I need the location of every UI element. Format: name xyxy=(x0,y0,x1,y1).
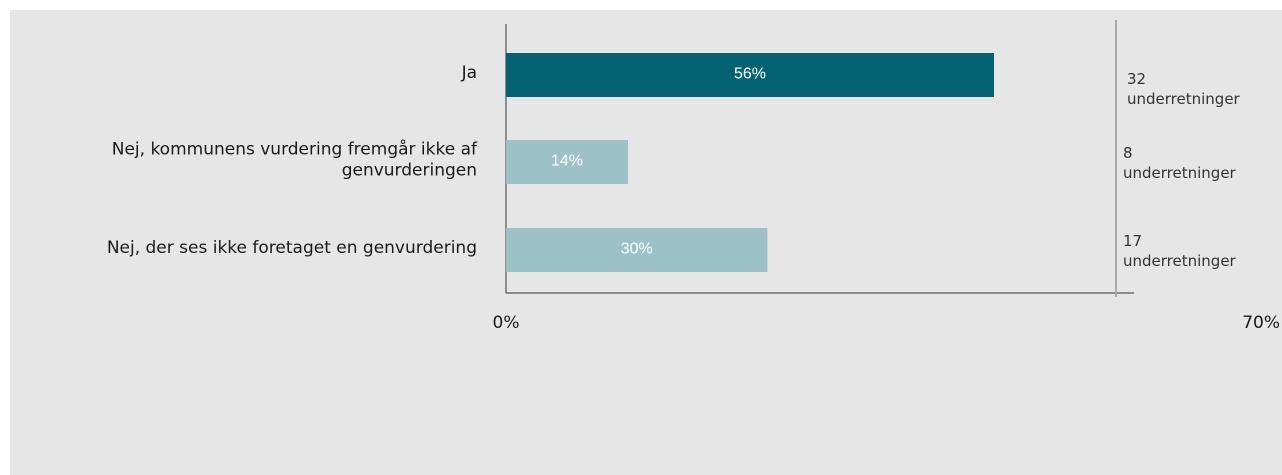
count-label: 8 xyxy=(1123,144,1133,162)
bar xyxy=(506,53,994,97)
count-label: underretninger xyxy=(1123,164,1237,182)
category-label: Nej, der ses ikke foretaget en genvurder… xyxy=(107,238,477,258)
count-label: underretninger xyxy=(1123,252,1237,270)
bar xyxy=(506,140,628,184)
category-label: Nej, kommunens vurdering fremgår ikke af xyxy=(112,139,478,160)
count-label: underretninger xyxy=(1127,90,1241,108)
bar-chart: 56% Ja 32 underretninger 14% Nej, kommunens v… xyxy=(107,20,1280,333)
bar-value-label: 14% xyxy=(551,153,583,170)
x-tick-label: 70% xyxy=(1242,313,1280,333)
bar xyxy=(506,228,768,272)
chart-panel: 56% Ja 32 underretninger 14% Nej, kommunens v… xyxy=(10,10,1282,475)
x-tick-label: 0% xyxy=(493,313,520,333)
count-label: 17 xyxy=(1123,232,1142,250)
category-label: Ja xyxy=(461,63,477,83)
bar-value-label: 56% xyxy=(734,66,766,83)
category-label: genvurderingen xyxy=(342,161,477,181)
count-label: 32 xyxy=(1127,70,1146,88)
bar-value-label: 30% xyxy=(621,241,653,258)
